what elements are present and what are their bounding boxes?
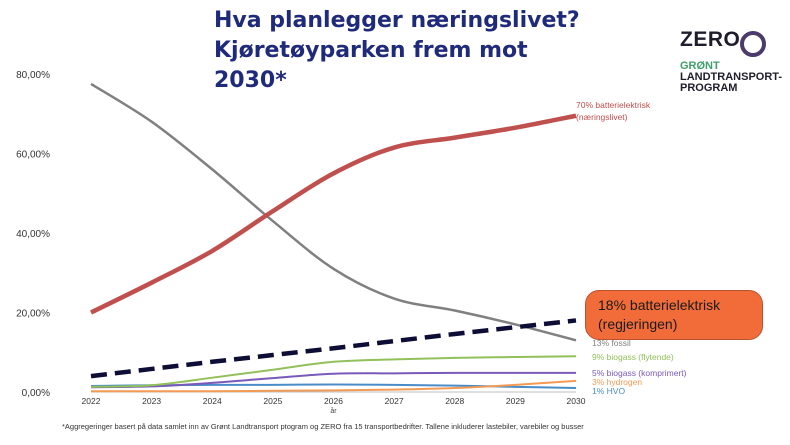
y-tick-label: 80,00% [16, 70, 50, 81]
label-hvo: 1% HVO [592, 386, 625, 396]
x-tick-label: 2022 [82, 396, 101, 406]
series-line-5 [90, 371, 576, 389]
zero-logo: ZERO GRØNT LANDTRANSPORT- PROGRAM [680, 28, 782, 94]
x-axis-ticks: 2022 2023 2024 2025 2026 2027 2028 2029 2030 [82, 396, 586, 406]
title-line-1: Hva planlegger næringslivet? [214, 8, 580, 33]
series-labels: 70% batterielektrisk (næringslivet) 13% fo… [576, 100, 687, 396]
series-line-1 [90, 82, 577, 342]
callout-line-2: (regjeringen) [598, 316, 678, 332]
logo-line-3: PROGRAM [680, 82, 738, 94]
footnote: *Aggregeringer basert på data samlet inn… [62, 422, 584, 431]
x-tick-label: 2029 [506, 396, 525, 406]
series-lines [90, 82, 577, 393]
government-target-callout: 18% batterielektrisk (regjeringen) [585, 290, 763, 340]
logo-zero-text: ZERO [680, 28, 741, 51]
x-tick-label: 2027 [385, 396, 404, 406]
label-fossil: 13% fossil [592, 338, 631, 348]
label-biogass-komprimert: 5% biogass (komprimert) [592, 368, 687, 378]
y-tick-label: 20,00% [16, 309, 50, 320]
x-tick-label: 2024 [203, 396, 222, 406]
logo-ring-icon [740, 31, 766, 57]
y-tick-label: 60,00% [16, 150, 50, 161]
series-line-4 [90, 355, 577, 388]
x-tick-label: 2025 [263, 396, 282, 406]
label-bev-line-2: (næringslivet) [576, 112, 628, 122]
y-axis-ticks: 0,00% 20,00% 40,00% 60,00% 80,00% [16, 70, 50, 399]
label-hydrogen: 3% hydrogen [592, 377, 642, 387]
y-tick-label: 40,00% [16, 229, 50, 240]
y-tick-label: 0,00% [22, 388, 50, 399]
x-axis-label: år [330, 407, 337, 415]
x-tick-label: 2026 [324, 396, 343, 406]
title-line-2: Kjøretøyparken frem mot [214, 38, 528, 63]
callout-line-1: 18% batterielektrisk [598, 297, 721, 313]
logo-gront-text: GRØNT [680, 60, 720, 72]
x-tick-label: 2028 [445, 396, 464, 406]
series-line-2 [90, 113, 577, 315]
logo-program-text: LANDTRANSPORT- PROGRAM [680, 72, 782, 94]
x-tick-label: 2023 [142, 396, 161, 406]
series-line-6 [91, 379, 577, 393]
label-biogass-flytende: 9% biogass (flytende) [592, 352, 674, 362]
chart-title: Hva planlegger næringslivet? Kjøretøypar… [214, 6, 614, 96]
logo-line-2: LANDTRANSPORT- [680, 71, 783, 83]
series-line-3 [90, 318, 577, 379]
x-tick-label: 2030 [567, 396, 586, 406]
title-line-3: 2030* [214, 68, 287, 93]
label-bev-line-1: 70% batterielektrisk [576, 100, 651, 110]
